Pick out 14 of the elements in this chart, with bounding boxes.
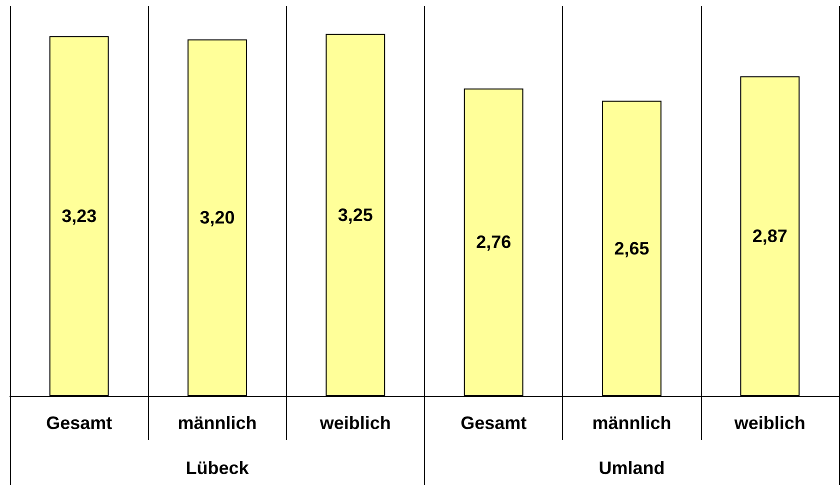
data-label: 3,25	[338, 204, 373, 225]
data-label: 3,23	[62, 206, 97, 226]
x-tick-label: Gesamt	[460, 413, 527, 433]
x-tick-label: weiblich	[318, 413, 391, 433]
x-tick-label: Gesamt	[46, 413, 112, 433]
data-label: 3,20	[200, 208, 235, 228]
text: Lübeck	[186, 458, 250, 478]
data-label: 2,87	[752, 226, 788, 246]
x-tick-label: männlich	[178, 413, 257, 433]
x-tick-label: weiblich	[733, 413, 806, 433]
data-label: 2,65	[614, 238, 650, 258]
x-tick-label: männlich	[592, 413, 672, 433]
text: Umland	[598, 458, 665, 478]
data-label: 2,76	[476, 232, 512, 252]
